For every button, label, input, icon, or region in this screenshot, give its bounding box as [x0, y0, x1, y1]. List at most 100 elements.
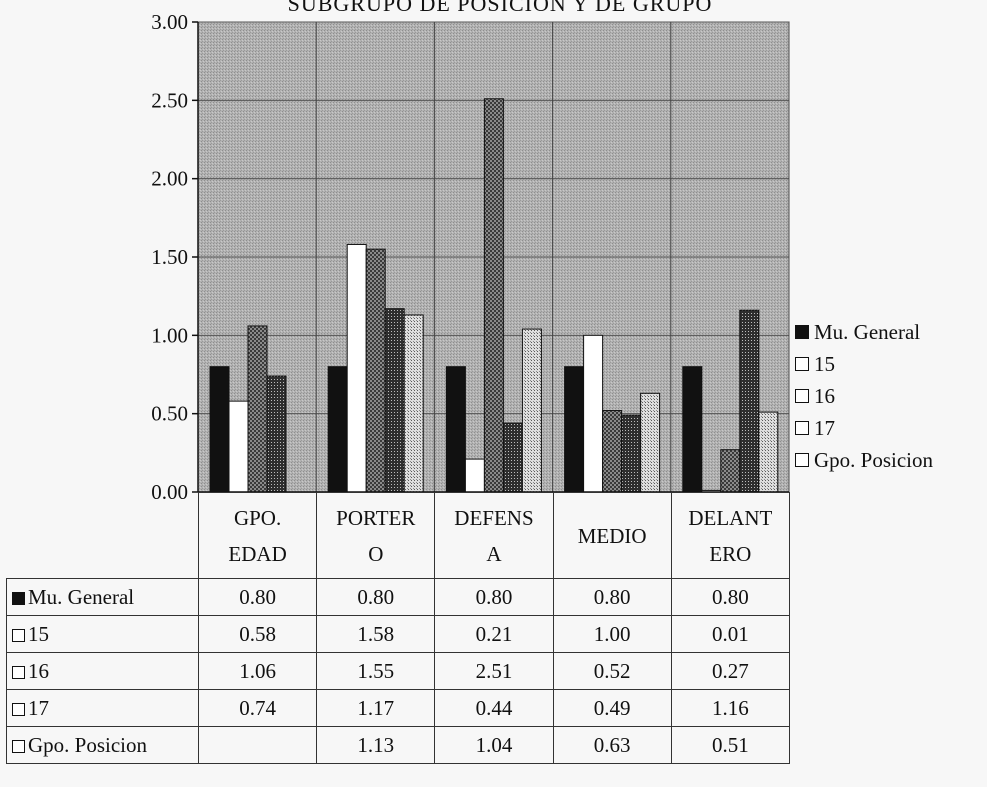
legend-swatch: [12, 702, 25, 716]
legend-swatch: [795, 325, 809, 339]
bar-17-gpo-edad: [266, 375, 287, 493]
legend-label: 15: [814, 352, 835, 376]
x-tick-label: MEDIO: [552, 492, 672, 579]
table-cell: 0.80: [434, 578, 554, 616]
bar-mu-general-medio: [564, 366, 585, 493]
table-cell: 0.80: [670, 578, 790, 616]
table-cell: 0.63: [552, 726, 672, 764]
series-name: 17: [28, 695, 49, 720]
y-tick-label: 1.50: [151, 245, 188, 269]
bar-15-medio: [583, 334, 604, 493]
bar-mu-general-portero: [327, 366, 348, 493]
bar-gpo-posicion-portero: [403, 314, 424, 493]
legend-item-15: 15: [795, 348, 933, 380]
bar-17-defensa: [502, 422, 523, 493]
legend-swatch: [12, 591, 25, 605]
table-row: Gpo. Posicion 1.13 1.04 0.63 0.51: [6, 726, 790, 764]
table-cell: 0.80: [316, 578, 436, 616]
table-cell: 1.13: [316, 726, 436, 764]
x-tick-label-line: A: [486, 541, 502, 566]
bar-17-delantero: [739, 309, 760, 493]
bar-mu-general-delantero: [682, 366, 703, 493]
x-tick-label-line: O: [368, 541, 384, 566]
data-table: GPO. EDAD PORTER O DEFENS A MEDIO DELANT ERO Mu.…: [6, 492, 790, 764]
table-cell: 0.21: [434, 615, 554, 653]
series-name: Mu. General: [28, 584, 135, 609]
bar-gpo-posicion-medio: [640, 392, 661, 493]
bar-15-gpo-edad: [228, 400, 249, 493]
table-cell: 1.58: [316, 615, 436, 653]
table-cell: 1.17: [316, 689, 436, 727]
bar-16-medio: [602, 410, 623, 493]
table-cell: 0.52: [552, 652, 672, 690]
legend-label: Mu. General: [814, 320, 921, 344]
table-cell: 2.51: [434, 652, 554, 690]
y-tick-label: 2.00: [151, 167, 188, 191]
table-cell: 1.04: [434, 726, 554, 764]
legend-swatch: [795, 453, 809, 467]
x-tick-label-line: MEDIO: [577, 523, 647, 548]
table-corner: [7, 493, 199, 579]
table-cell: 0.44: [434, 689, 554, 727]
x-tick-label-line: DEFENS: [454, 505, 534, 530]
chart-legend: Mu. General 15 16 17 Gpo. Posicion: [795, 316, 933, 476]
y-tick-label: 0.00: [151, 480, 188, 504]
series-name: 16: [28, 658, 49, 683]
legend-item-16: 16: [795, 380, 933, 412]
y-tick-label: 0.50: [151, 402, 188, 426]
table-cell: 1.06: [197, 652, 318, 690]
table-cell: 1.16: [670, 689, 790, 727]
legend-label: 16: [814, 384, 835, 408]
table-row: 17 0.74 1.17 0.44 0.49 1.16: [6, 689, 790, 727]
table-row-label: Gpo. Posicion: [6, 726, 199, 764]
legend-swatch: [12, 665, 25, 679]
bar-mu-general-defensa: [445, 366, 466, 493]
bar-mu-general-gpo-edad: [209, 366, 230, 493]
table-cell: 0.01: [670, 615, 790, 653]
table-row: Mu. General 0.80 0.80 0.80 0.80 0.80: [6, 578, 790, 616]
x-tick-label: DELANT ERO: [670, 492, 790, 579]
legend-item-gpo-posicion: Gpo. Posicion: [795, 444, 933, 476]
table-cell: 0.58: [197, 615, 318, 653]
x-tick-label-line: EDAD: [228, 541, 287, 566]
table-cell: 0.80: [197, 578, 318, 616]
legend-label: Gpo. Posicion: [814, 448, 934, 472]
table-cell: 0.49: [552, 689, 672, 727]
table-cell: 0.27: [670, 652, 790, 690]
y-tick-label: 2.50: [151, 88, 188, 112]
bar-gpo-posicion-delantero: [758, 411, 779, 493]
table-row-label: 15: [6, 615, 199, 653]
bar-15-portero: [346, 243, 367, 493]
table-cell: 0.80: [552, 578, 672, 616]
legend-swatch: [795, 421, 809, 435]
x-tick-label-line: DELANT: [688, 505, 773, 530]
bar-15-defensa: [464, 458, 485, 493]
x-tick-label: GPO. EDAD: [197, 492, 318, 579]
bar-16-gpo-edad: [247, 325, 268, 493]
table-cell: 1.00: [552, 615, 672, 653]
table-row-label: Mu. General: [6, 578, 199, 616]
table-row-label: 16: [6, 652, 199, 690]
table-row: 16 1.06 1.55 2.51 0.52 0.27: [6, 652, 790, 690]
bar-17-portero: [384, 308, 405, 493]
legend-swatch: [795, 389, 809, 403]
legend-swatch: [795, 357, 809, 371]
table-row-label: 17: [6, 689, 199, 727]
chart-title: SUBGRUPO DE POSICION Y DE GRUPO: [287, 0, 713, 16]
y-tick-label: 3.00: [151, 10, 188, 34]
table-cell: [197, 726, 318, 764]
table-cell: 1.55: [316, 652, 436, 690]
bar-16-portero: [365, 248, 386, 493]
x-tick-label-line: PORTER: [336, 505, 416, 530]
legend-item-17: 17: [795, 412, 933, 444]
bar-17-medio: [621, 414, 642, 493]
x-tick-label-line: GPO.: [233, 505, 282, 530]
y-tick-label: 1.00: [151, 323, 188, 347]
legend-swatch: [12, 628, 25, 642]
table-cell: 0.51: [670, 726, 790, 764]
bar-16-defensa: [483, 98, 504, 493]
series-name: Gpo. Posicion: [28, 732, 148, 757]
table-cell: 0.74: [197, 689, 318, 727]
bar-16-delantero: [720, 449, 741, 493]
x-tick-label-line: ERO: [709, 541, 752, 566]
